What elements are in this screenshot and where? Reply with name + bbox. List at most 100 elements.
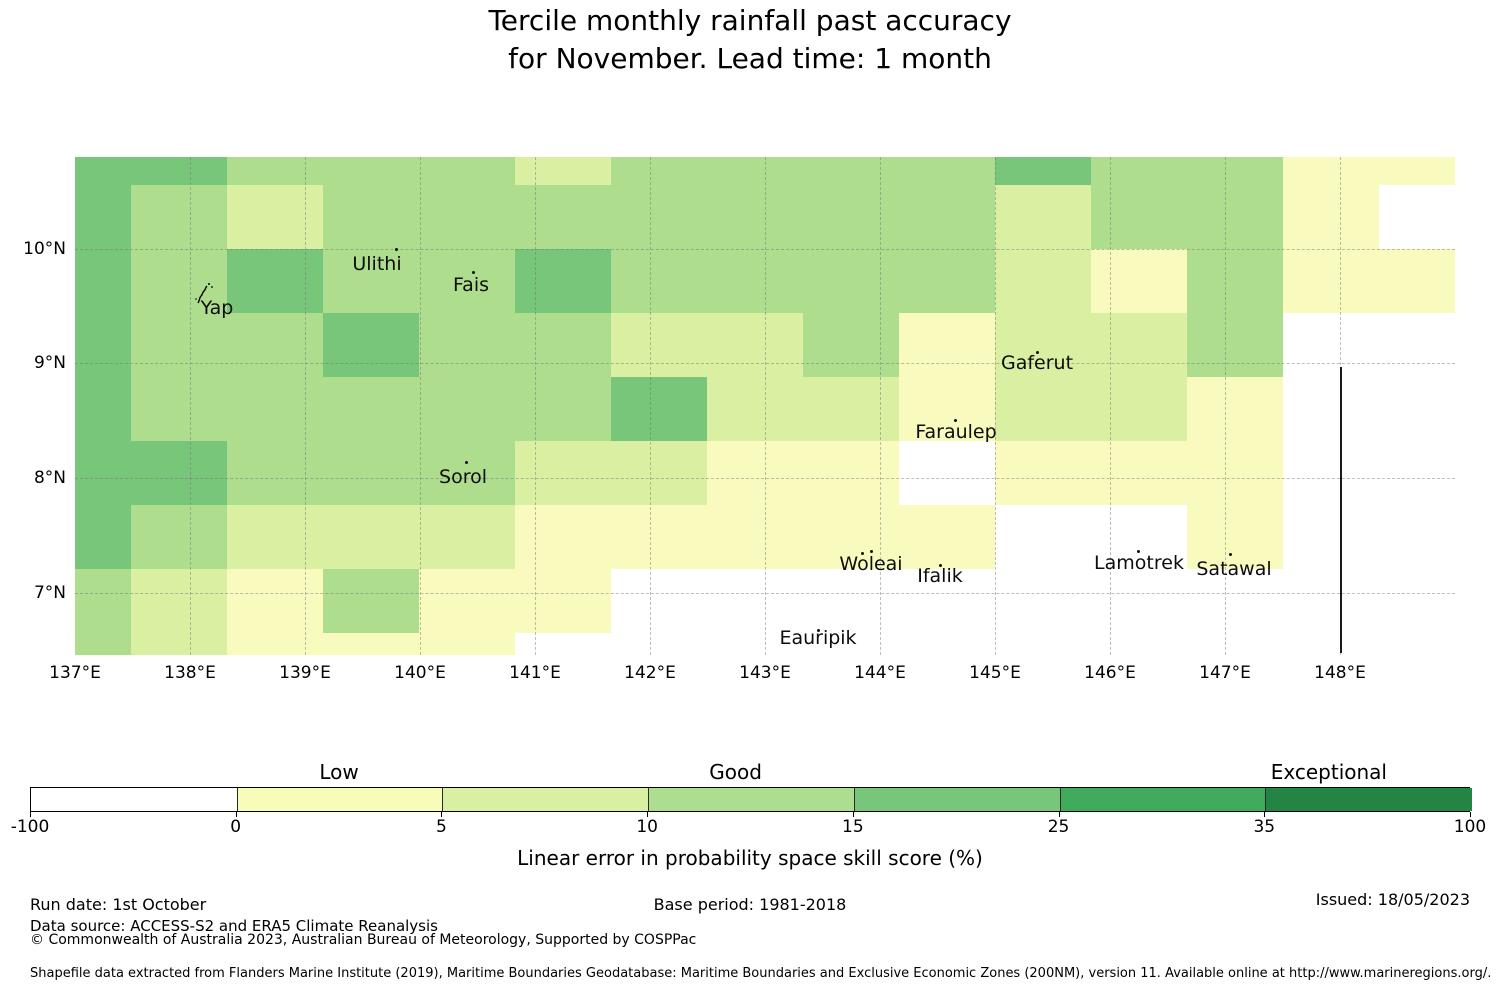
heatmap-cell [131,505,227,569]
heatmap-cell [419,157,515,185]
heatmap-cell [131,249,227,313]
colorbar-tick-label: 35 [1253,817,1276,837]
heatmap-cell [995,157,1091,185]
eez-boundary-line [1340,367,1342,653]
colorbar [30,787,1472,812]
heatmap-cell [515,313,611,377]
heatmap-cell [611,505,707,569]
heatmap-cell [1283,249,1379,313]
island-dot [1229,553,1232,556]
x-tick-label: 147°E [1199,663,1251,683]
heatmap-cell [611,441,707,505]
x-tick-label: 146°E [1084,663,1136,683]
x-tick-label: 148°E [1314,663,1366,683]
heatmap-cell [515,157,611,185]
heatmap-cell [227,633,323,655]
island-label: Sorol [439,466,487,488]
heatmap-cell [1091,377,1187,441]
heatmap-cell [515,377,611,441]
x-tick-label: 141°E [509,663,561,683]
x-tick-label: 138°E [164,663,216,683]
y-tick-label: 10°N [23,238,66,259]
heatmap-cell [227,313,323,377]
heatmap-cell [131,569,227,633]
island-dot [861,552,864,555]
x-tick-label: 137°E [49,663,101,683]
heatmap-cell [323,441,419,505]
heatmap-cell [1091,157,1187,185]
heatmap-cell [995,313,1091,377]
island-label: Eauripik [779,627,857,649]
heatmap-cell [611,249,707,313]
heatmap-cell [131,441,227,505]
gridline-vertical [535,157,536,655]
island-dot [870,550,873,553]
heatmap-cell [323,569,419,633]
heatmap-cell [995,185,1091,249]
yap-island-icon [195,283,213,304]
island-label: Faraulep [915,421,997,443]
heatmap-cell [75,505,131,569]
colorbar-tick-mark [1470,812,1471,817]
chart-title-line2: for November. Lead time: 1 month [508,42,992,75]
heatmap-cell [1091,185,1187,249]
gridline-vertical [1225,157,1226,655]
x-tick-label: 145°E [969,663,1021,683]
x-tick-label: 143°E [739,663,791,683]
gridline-vertical [765,157,766,655]
colorbar-tick-label: 25 [1047,817,1070,837]
heatmap-cell [611,185,707,249]
island-dot [395,248,398,251]
copyright-text: © Commonwealth of Australia 2023, Austra… [30,932,697,948]
gridline-horizontal [75,592,1455,594]
heatmap-cell [75,441,131,505]
heatmap-plot-area: Yap Ulithi Fais Gaferut Faraulep Sorol Woleai I… [75,157,1455,655]
heatmap-cell [227,249,323,313]
colorbar-tick-mark [1264,812,1266,817]
heatmap-cell [75,185,131,249]
heatmap-cell [227,569,323,633]
heatmap-cell [1283,157,1379,185]
heatmap-cell [1283,185,1379,249]
island-dot [1137,550,1140,553]
heatmap-cell [899,157,995,185]
heatmap-cell [1091,249,1187,313]
heatmap-cell [1187,377,1283,441]
heatmap-cell [419,377,515,441]
x-tick-label: 142°E [624,663,676,683]
island-dot [939,564,942,567]
heatmap-cell [611,377,707,441]
x-tick-label: 140°E [394,663,446,683]
heatmap-cell [323,249,419,313]
heatmap-cell [707,157,803,185]
gridline-vertical [420,157,421,655]
island-dot [472,271,475,274]
island-label: Gaferut [1000,352,1074,374]
data-source-text: Data source: ACCESS-S2 and ERA5 Climate … [30,917,438,935]
island-label: Ifalik [917,565,963,587]
colorbar-category-label: Exceptional [1270,760,1387,784]
heatmap-cell [419,633,515,655]
heatmap-cell [131,185,227,249]
heatmap-cell [227,157,323,185]
heatmap-cell [707,441,803,505]
colorbar-tick-mark [235,812,237,817]
heatmap-cell [995,441,1091,505]
island-dot [1036,351,1039,354]
heatmap-cell [707,505,803,569]
heatmap-cell [227,185,323,249]
heatmap-cell [803,377,899,441]
heatmap-cell [707,377,803,441]
colorbar-axis-label: Linear error in probability space skill … [517,846,983,870]
heatmap-cell [1379,249,1455,313]
heatmap-cell [323,633,419,655]
y-tick-label: 7°N [33,582,66,603]
heatmap-cell [803,249,899,313]
colorbar-tick-label: 15 [842,817,864,837]
colorbar-tick-label: 100 [1453,817,1487,837]
colorbar-tick-mark [30,812,31,817]
heatmap-cell [323,313,419,377]
heatmap-cell [1187,313,1283,377]
colorbar-tick-label: 10 [636,817,658,837]
heatmap-cell [1187,505,1283,569]
